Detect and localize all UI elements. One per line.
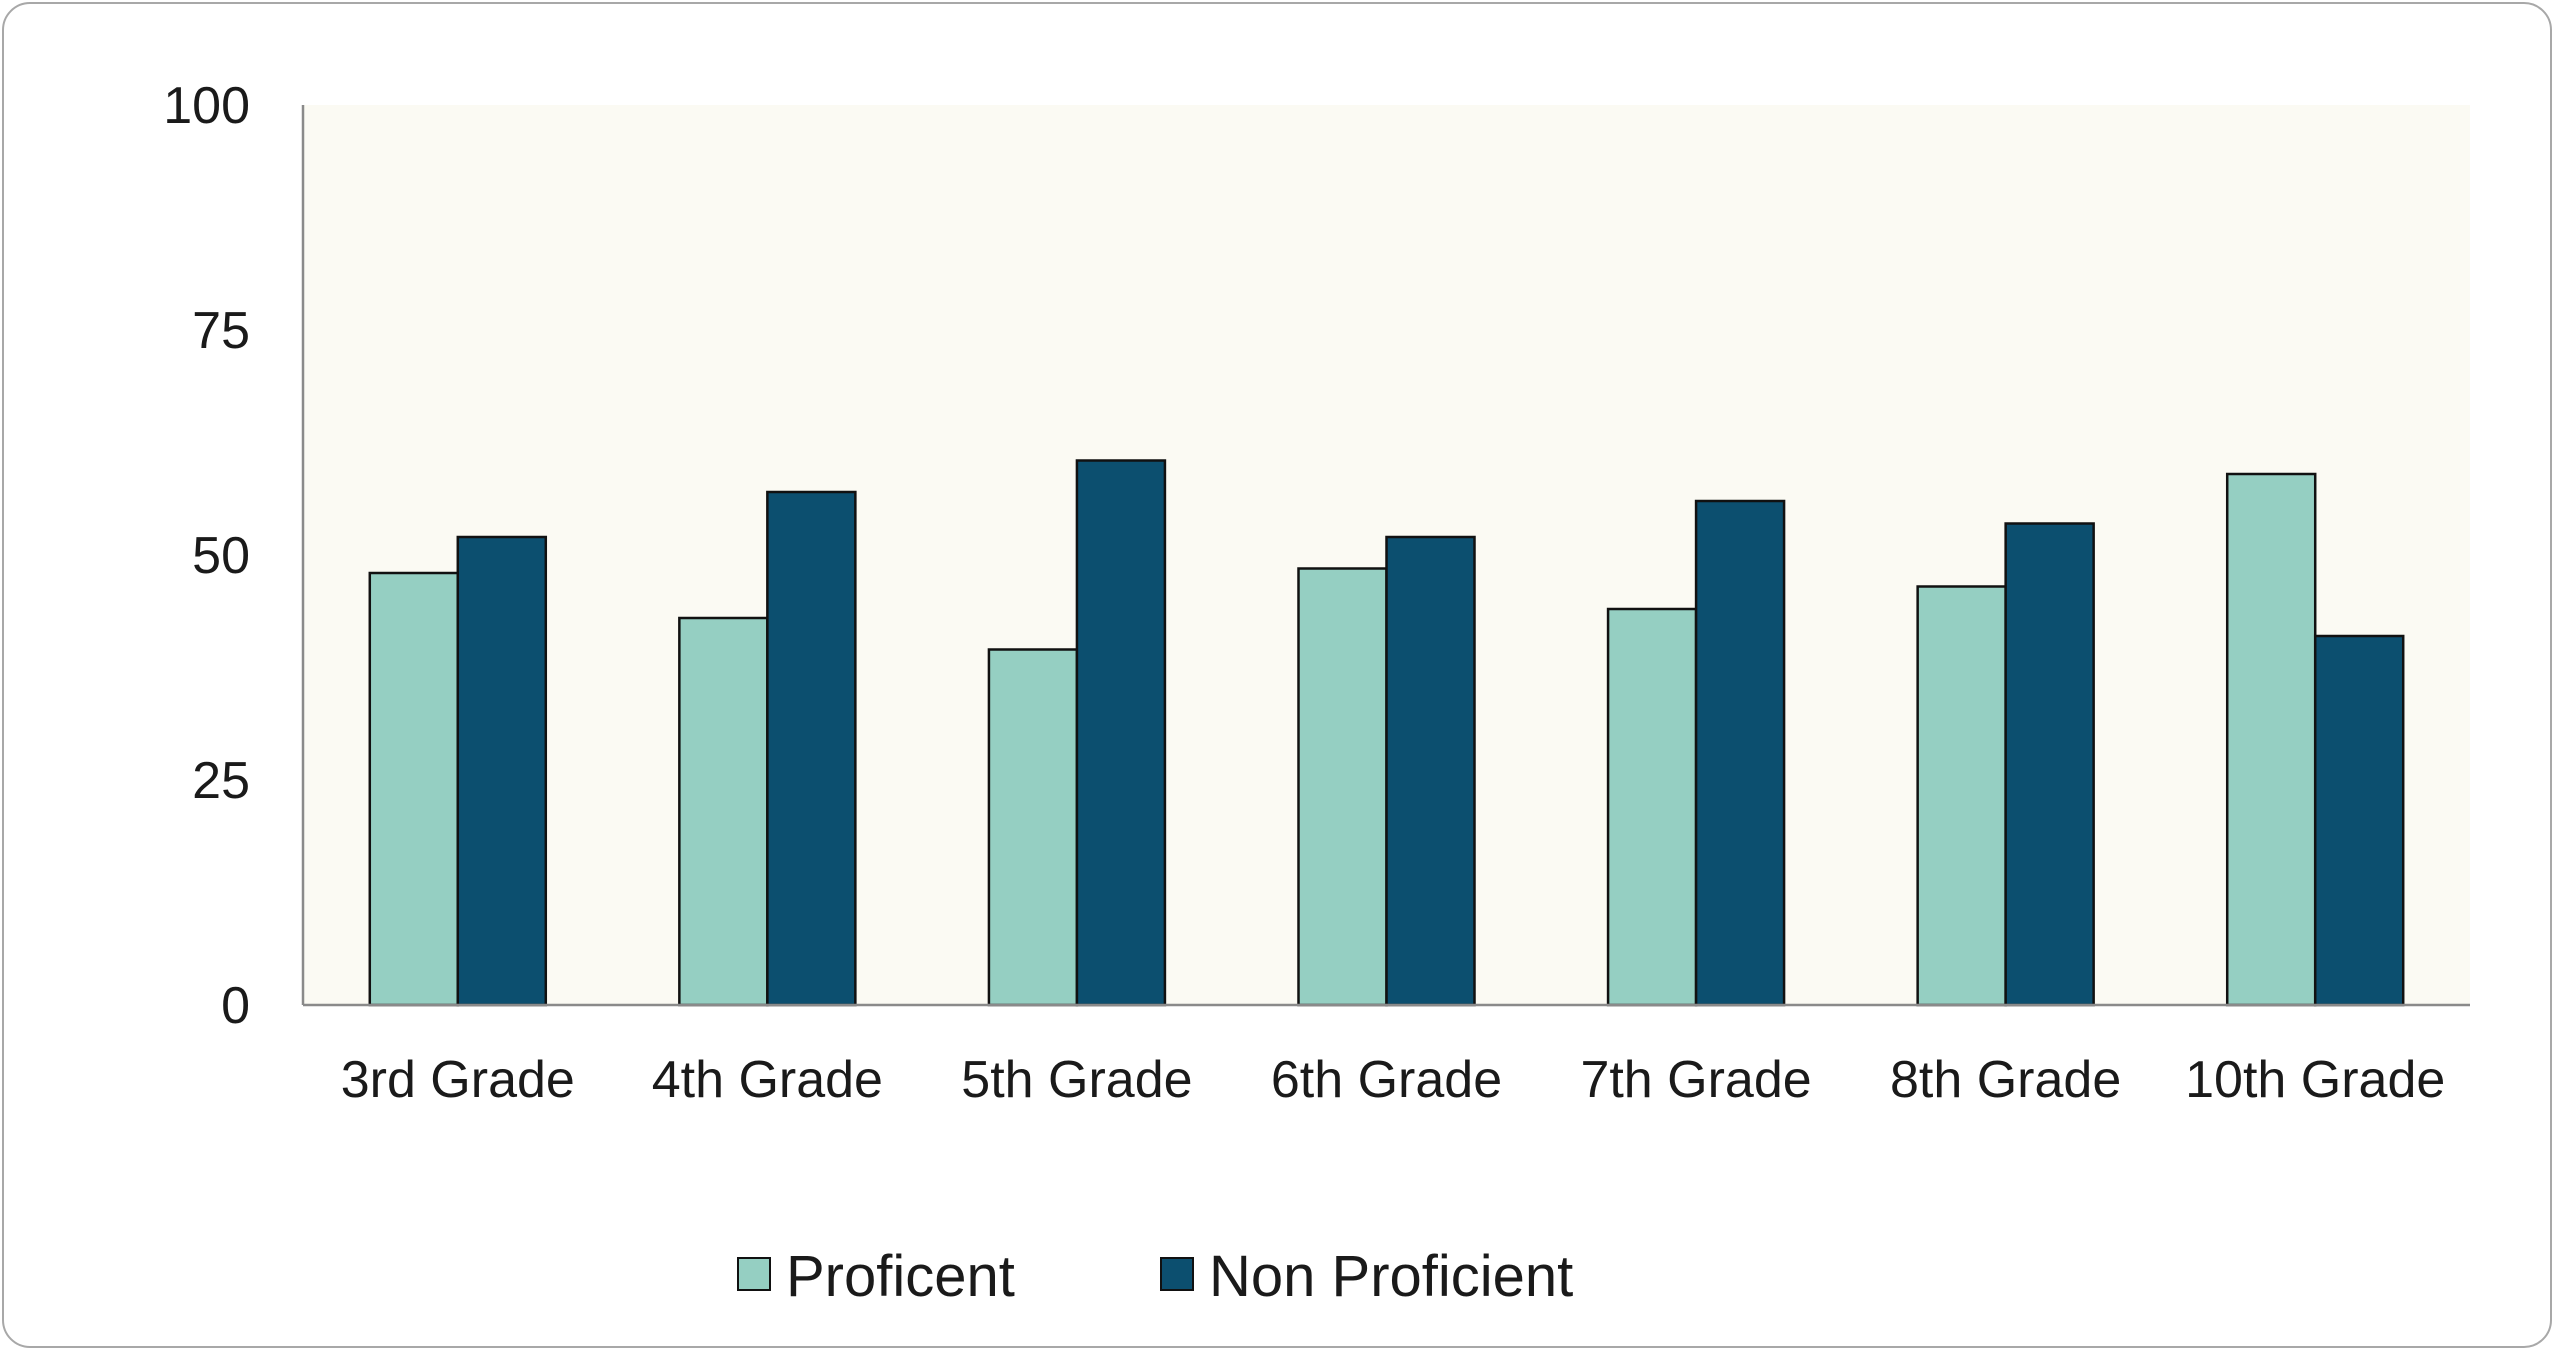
bar-non-proficient [2004,522,2095,1007]
y-tick-label: 100 [163,77,250,135]
bar-non-proficient [456,535,548,1007]
bar-non-proficient [2313,634,2405,1007]
x-tick-label: 10th Grade [2185,1051,2445,1109]
legend: Proficent Non Proficient [737,1244,1573,1309]
x-tick-label: 3rd Grade [341,1051,575,1109]
legend-label: Non Proficient [1209,1244,1573,1309]
x-tick-label: 4th Grade [652,1051,883,1109]
bar-non-proficient [1075,459,1167,1007]
y-tick-label: 50 [192,527,250,585]
bar-proficient [1916,585,2007,1007]
bar-proficient [987,648,1079,1007]
y-tick-label: 25 [192,752,250,810]
legend-swatch [737,1257,771,1291]
legend-swatch [1160,1257,1194,1291]
bar-non-proficient [766,490,857,1007]
y-tick-label: 75 [192,302,250,360]
bars-layer [368,459,2405,1007]
bar-proficient [1606,607,1698,1007]
bar-proficient [1297,567,1388,1007]
bar-proficient [678,616,769,1007]
x-tick-labels: 3rd Grade 4th Grade 5th Grade 6th Grade 7th … [341,1051,2446,1109]
bar-non-proficient [1385,535,1476,1007]
legend-label: Proficent [786,1244,1015,1309]
bar-proficient [368,571,460,1007]
bar-proficient [2225,472,2317,1007]
x-tick-label: 6th Grade [1271,1051,1502,1109]
y-tick-labels: 0 25 50 75 100 [163,77,250,1035]
bar-non-proficient [1694,499,1786,1007]
x-tick-label: 8th Grade [1890,1051,2121,1109]
x-tick-label: 7th Grade [1580,1051,1811,1109]
y-tick-label: 0 [221,977,250,1035]
x-tick-label: 5th Grade [961,1051,1192,1109]
